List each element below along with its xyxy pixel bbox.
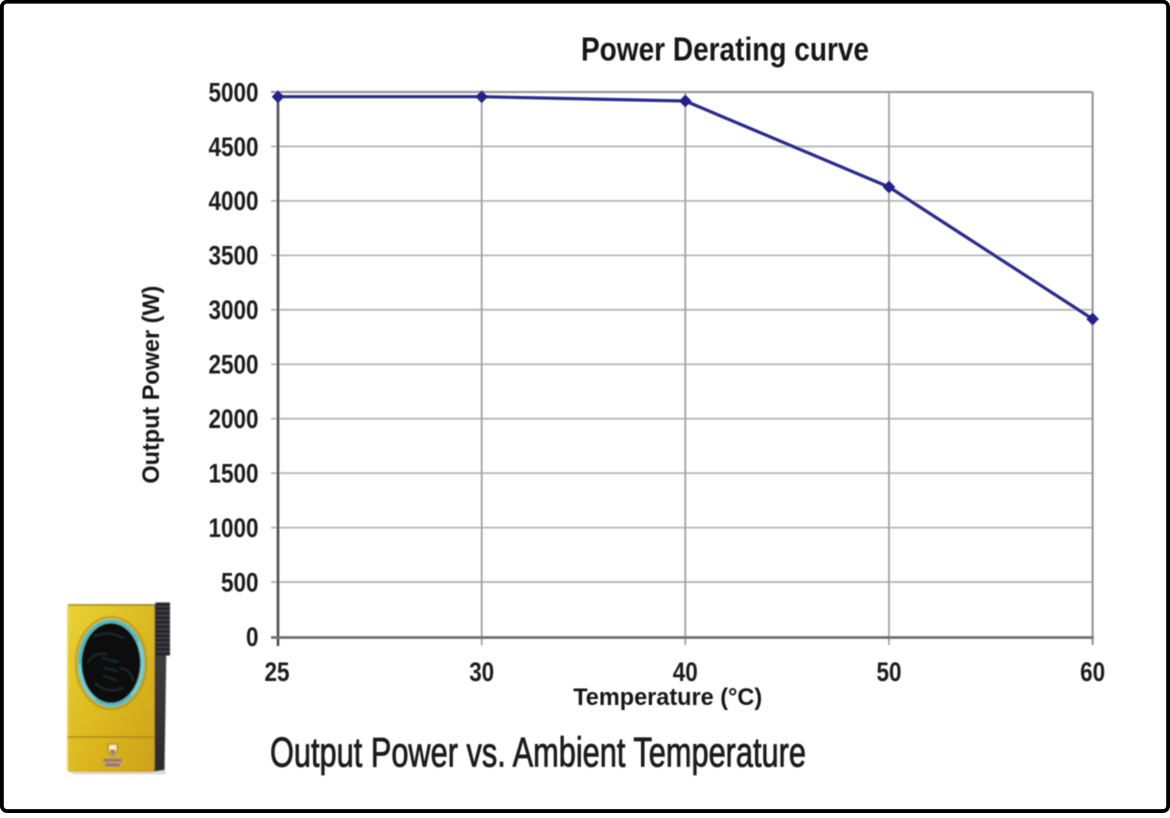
svg-text:3000: 3000 [209, 295, 259, 325]
svg-text:4000: 4000 [209, 186, 259, 216]
svg-text:2500: 2500 [209, 350, 259, 380]
svg-text:500: 500 [221, 567, 259, 597]
svg-text:0: 0 [246, 622, 259, 652]
svg-text:60: 60 [1080, 657, 1105, 687]
svg-text:Power Derating curve: Power Derating curve [581, 31, 869, 68]
svg-text:Output Power vs. Ambient Tempe: Output Power vs. Ambient Temperature [270, 729, 806, 776]
svg-text:Output Power (W): Output Power (W) [138, 286, 165, 484]
svg-text:2000: 2000 [209, 404, 259, 434]
svg-text:Temperature (°C): Temperature (°C) [573, 684, 762, 711]
svg-text:30: 30 [469, 657, 494, 687]
svg-text:1500: 1500 [209, 459, 259, 489]
svg-text:25: 25 [265, 657, 290, 687]
svg-text:5000: 5000 [209, 77, 259, 107]
svg-text:1000: 1000 [209, 513, 259, 543]
svg-text:4500: 4500 [209, 132, 259, 162]
svg-text:50: 50 [877, 657, 902, 687]
svg-text:3500: 3500 [209, 241, 259, 271]
svg-text:40: 40 [673, 657, 698, 687]
